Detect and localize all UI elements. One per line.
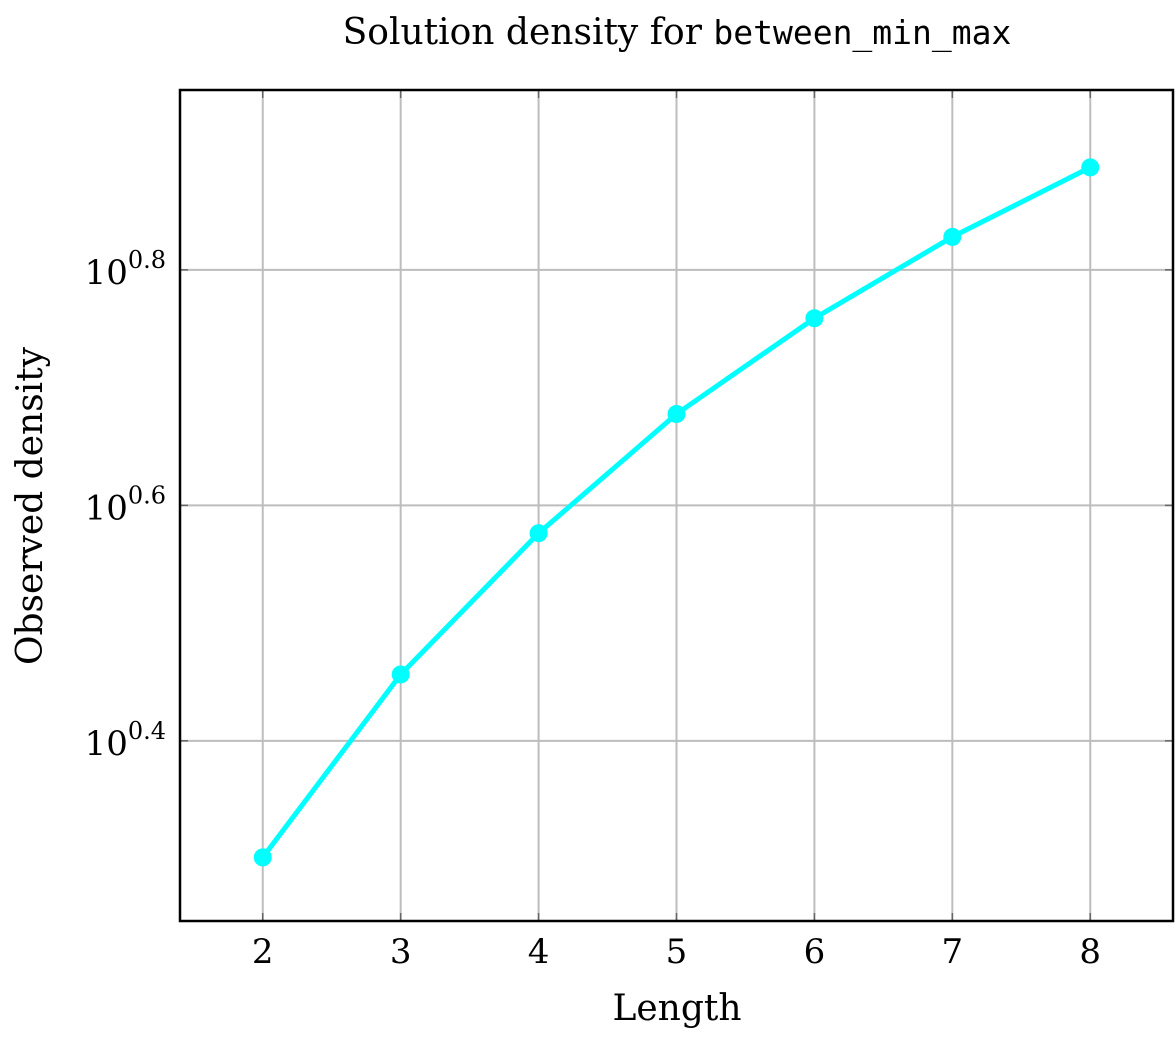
x-axis-title: Length xyxy=(612,988,741,1029)
y-tick-base: 10 xyxy=(85,253,128,293)
plot-frame xyxy=(178,88,1175,923)
chart-title: Solution density for between_min_max xyxy=(343,12,1012,53)
y-tick-base: 10 xyxy=(85,488,128,528)
data-point xyxy=(805,309,824,328)
data-point xyxy=(391,665,410,684)
x-tick-label: 3 xyxy=(390,932,412,972)
x-tick-label: 6 xyxy=(804,932,826,972)
y-tick-label: 100.6 xyxy=(85,481,166,528)
y-tick-label: 100.4 xyxy=(85,717,166,764)
y-tick-exponent: 0.4 xyxy=(128,717,166,745)
data-point xyxy=(943,227,962,246)
data-point xyxy=(667,404,686,423)
x-tick-label: 8 xyxy=(1079,932,1101,972)
svg-text:Solution density for between_m: Solution density for between_min_max xyxy=(343,12,1012,53)
x-tick-label: 5 xyxy=(666,932,688,972)
y-tick-exponent: 0.6 xyxy=(128,481,166,509)
chart-title-prefix: Solution density for xyxy=(343,12,714,53)
y-tick-base: 10 xyxy=(85,724,128,764)
y-axis-title: Observed density xyxy=(10,346,51,665)
x-tick-label: 7 xyxy=(942,932,964,972)
x-tick-label: 2 xyxy=(252,932,274,972)
x-tick-labels: 2 3 4 5 6 7 8 xyxy=(252,932,1101,972)
data-point xyxy=(253,848,272,867)
y-tick-exponent: 0.8 xyxy=(128,246,166,274)
data-point xyxy=(529,524,548,543)
chart-title-code: between_min_max xyxy=(713,13,1011,53)
series-layer xyxy=(253,158,1100,867)
y-tick-label: 100.8 xyxy=(85,246,166,293)
data-point xyxy=(1081,158,1100,177)
x-tick-label: 4 xyxy=(528,932,550,972)
grid-lines xyxy=(180,90,1173,921)
